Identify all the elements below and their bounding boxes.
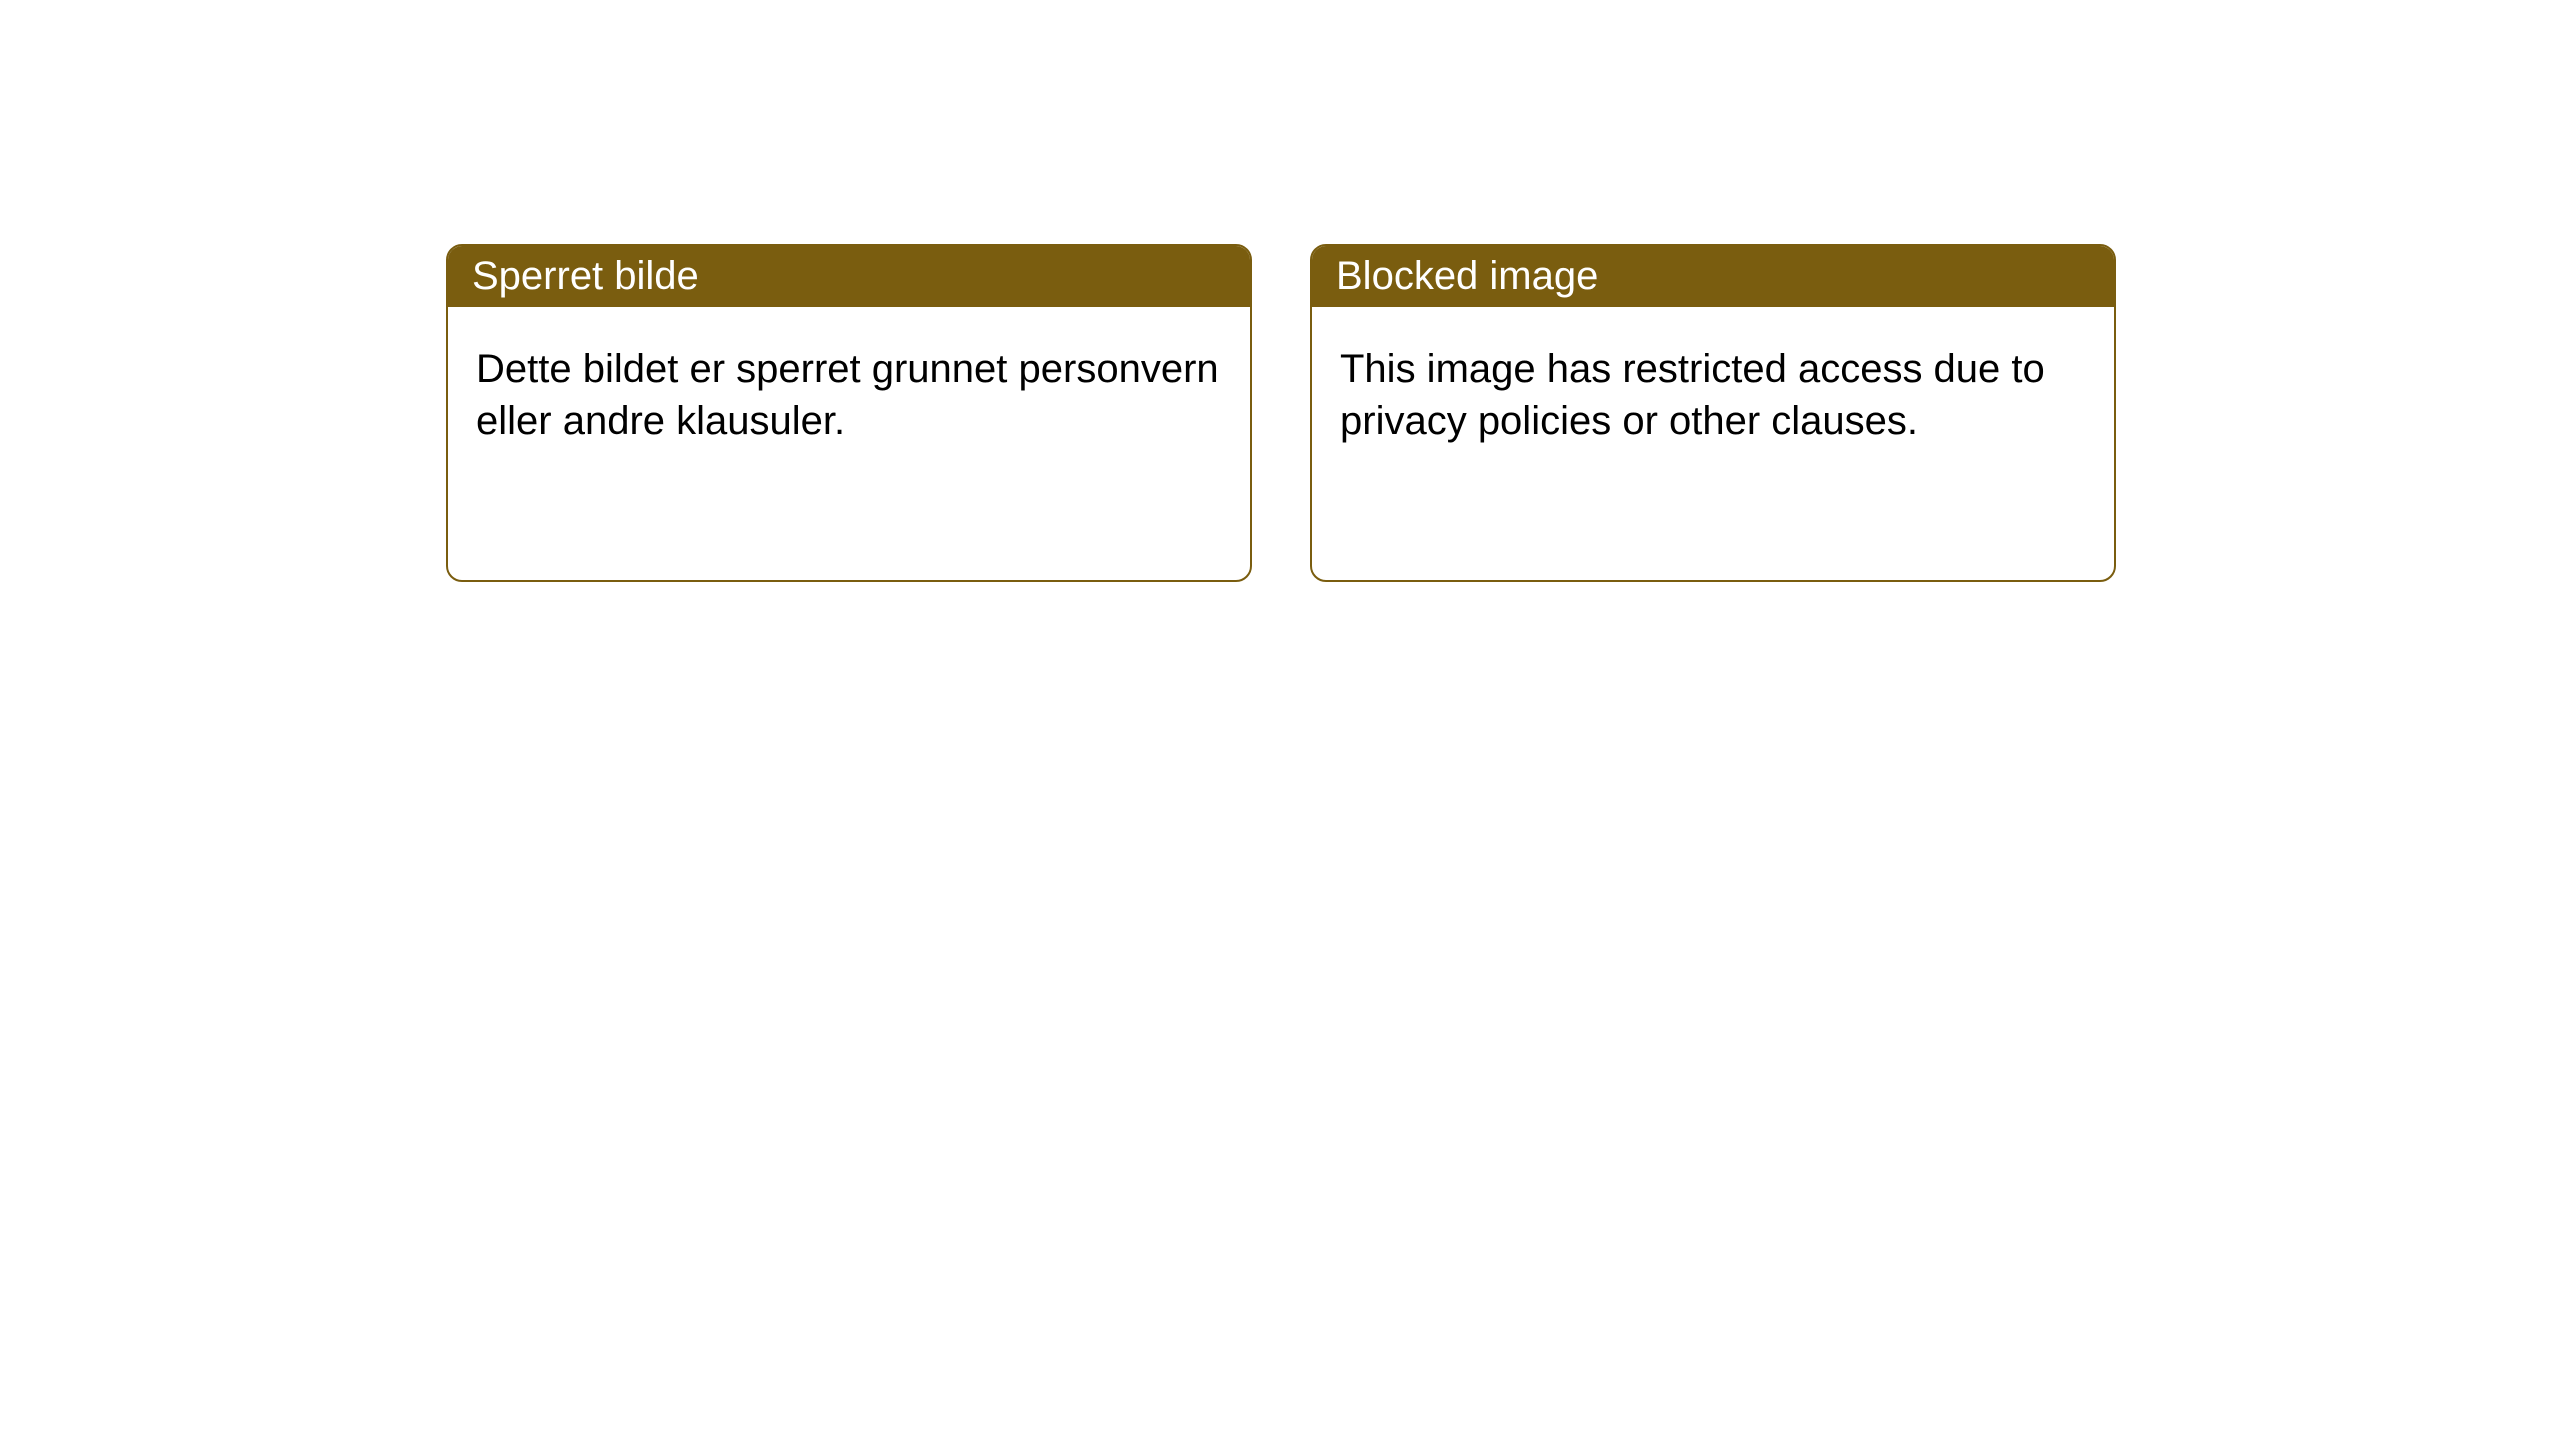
notice-body-no: Dette bildet er sperret grunnet personve… [448,307,1250,483]
notice-header-no: Sperret bilde [448,246,1250,307]
notice-card-no: Sperret bilde Dette bildet er sperret gr… [446,244,1252,582]
notice-body-en: This image has restricted access due to … [1312,307,2114,483]
notice-card-en: Blocked image This image has restricted … [1310,244,2116,582]
notice-container: Sperret bilde Dette bildet er sperret gr… [446,244,2116,582]
notice-header-en: Blocked image [1312,246,2114,307]
